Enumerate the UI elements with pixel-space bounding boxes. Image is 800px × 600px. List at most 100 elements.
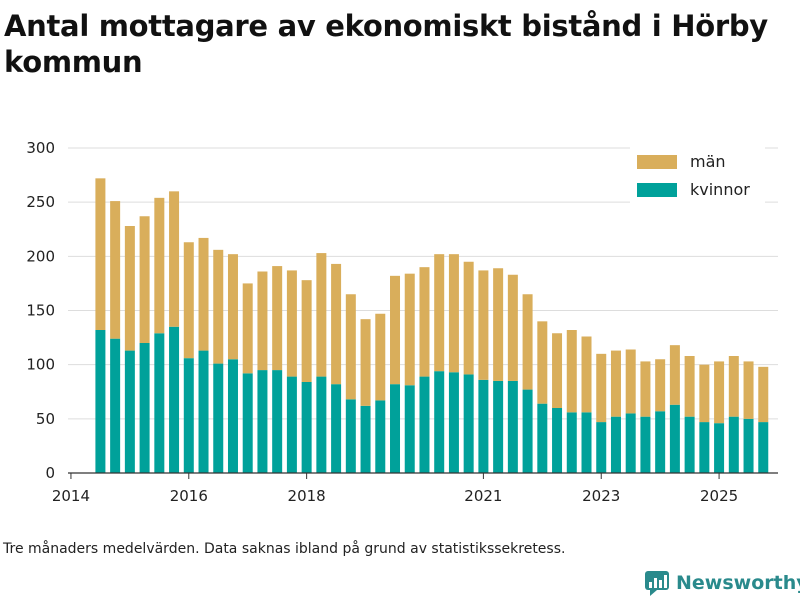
bar-kvinnor [640,416,651,473]
bar-kvinnor [625,413,636,473]
y-tick-label: 300 [26,139,55,157]
bar-man [493,268,504,381]
legend-swatch [637,155,677,169]
bar-kvinnor [419,376,430,473]
bar-man [478,270,489,380]
bar-kvinnor [227,359,238,473]
bar-man [301,280,312,382]
bar-man [552,333,563,408]
bar-man [331,263,342,385]
bar-kvinnor [669,404,680,473]
bar-kvinnor [758,422,769,473]
y-tick-label: 100 [26,356,55,374]
x-tick-label: 2025 [700,487,738,505]
bar-kvinnor [434,371,445,473]
bar-man [596,353,607,423]
bar-kvinnor [169,326,180,473]
bar-kvinnor [183,358,194,473]
y-tick-label: 50 [36,410,55,428]
bar-kvinnor [404,385,415,473]
brand-name: Newsworthy [676,572,800,594]
bar-man [198,237,209,351]
bar-kvinnor [448,372,459,473]
bar-man [375,313,386,401]
bar-man [684,356,695,417]
bar-man [227,254,238,360]
bar-kvinnor [316,376,327,473]
bar-man [272,266,283,371]
bar-man [655,359,666,412]
bar-kvinnor [610,416,621,473]
bar-man [110,201,121,339]
bar-man [345,294,356,400]
y-tick-label: 0 [45,464,55,482]
x-tick-label: 2021 [464,487,502,505]
footnote: Tre månaders medelvärden. Data saknas ib… [3,541,566,557]
bar-kvinnor [714,423,725,473]
bar-man [316,253,327,377]
bar-man [242,283,253,374]
bar-man [404,273,415,386]
chart-title: Antal mottagare av ekonomiskt bistånd i … [4,9,768,79]
bar-kvinnor [360,405,371,473]
bar-kvinnor [493,380,504,473]
bar-kvinnor [301,382,312,473]
bar-kvinnor [213,363,224,473]
bar-kvinnor [684,416,695,473]
bar-kvinnor [552,408,563,473]
bar-man [522,294,533,390]
bar-kvinnor [507,380,518,473]
bar-kvinnor [110,338,121,473]
bar-kvinnor [242,373,253,473]
bar-man [448,254,459,373]
bar-man [714,361,725,424]
x-tick-label: 2016 [170,487,208,505]
bar-man [581,336,592,413]
bar-kvinnor [95,330,106,473]
brand-logo[interactable]: Newsworthy [644,568,800,598]
bar-kvinnor [522,389,533,473]
bar-man [758,366,769,423]
bar-kvinnor [728,416,739,473]
y-tick-label: 200 [26,247,55,265]
bar-man [419,267,430,377]
bar-man [743,361,754,419]
y-tick-label: 150 [26,302,55,320]
bar-kvinnor [699,422,710,473]
bar-man [169,191,180,327]
bar-man [610,350,621,417]
bar-kvinnor [272,370,283,473]
x-tick-label: 2018 [288,487,326,505]
bar-kvinnor [743,418,754,473]
bar-man [699,364,710,423]
bar-kvinnor [581,412,592,473]
bar-man [213,249,224,364]
bar-man [360,319,371,406]
bar-man [154,197,165,334]
bar-kvinnor [257,370,268,473]
bar-man [124,226,135,351]
bar-man [286,270,297,377]
bar-kvinnor [124,350,135,473]
legend-label: kvinnor [690,180,750,199]
bar-man [507,274,518,381]
bar-kvinnor [478,379,489,473]
bar-kvinnor [286,376,297,473]
bar-man [183,242,194,359]
bar-man [463,261,474,375]
legend-label: män [690,152,726,171]
bar-man [728,356,739,417]
bar-man [434,254,445,372]
newsworthy-logo-icon [645,571,669,596]
y-tick-label: 250 [26,193,55,211]
bar-man [139,216,150,343]
bar-man [537,321,548,404]
bar-kvinnor [375,400,386,473]
bar-man [257,271,268,371]
bar-kvinnor [463,374,474,473]
bar-man [640,361,651,417]
bar-man [625,349,636,414]
bar-kvinnor [596,422,607,473]
bar-man [566,330,577,413]
